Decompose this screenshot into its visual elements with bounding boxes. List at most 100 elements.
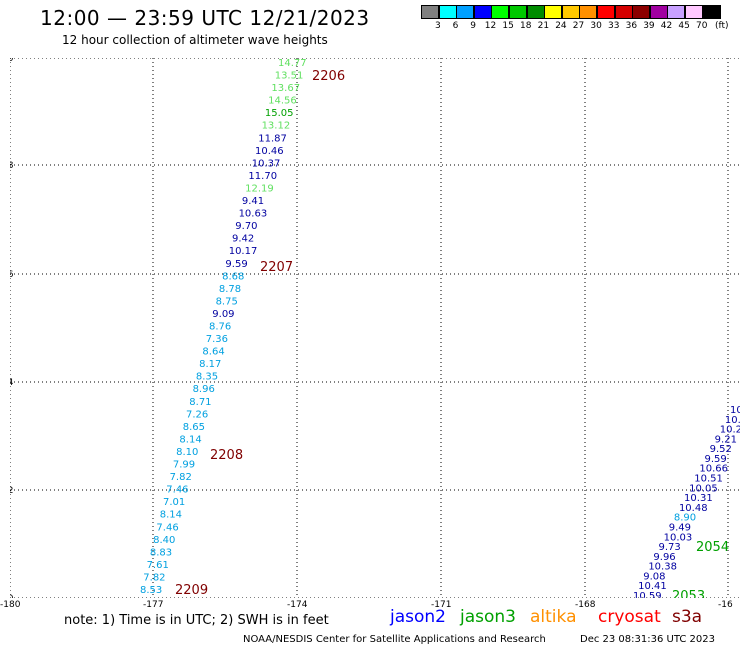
track1-wave-height: 7.82 [143, 572, 165, 583]
latitude-tick-label: 30 [10, 594, 14, 598]
longitude-tick-label: -177 [143, 600, 164, 610]
track1-wave-height: 7.46 [156, 522, 178, 533]
latitude-tick-label: 36 [10, 270, 14, 280]
satellite-label-jason2: jason2 [390, 607, 446, 627]
legend-swatch [597, 5, 615, 19]
track2-wave-height: 10.66 [699, 464, 728, 475]
track1-wave-height: 7.01 [163, 497, 185, 508]
track2-wave-height: 9.59 [704, 454, 726, 465]
track1-wave-height: 7.61 [147, 560, 169, 571]
pass-time-label: 2208 [210, 448, 243, 463]
track1-wave-height: 11.87 [258, 133, 287, 144]
track1-wave-height: 8.68 [222, 271, 244, 282]
track2-wave-height: 10.48 [679, 503, 708, 514]
legend-label: 70 [696, 21, 708, 31]
track2-wave-height: 9.96 [653, 552, 675, 563]
track1-wave-height: 8.75 [216, 296, 238, 307]
legend-label: 18 [520, 21, 532, 31]
track1-wave-height: 13.12 [262, 121, 291, 132]
legend-label: 3 [435, 21, 441, 31]
latitude-tick-label: 38 [10, 161, 14, 171]
track1-wave-height: 9.42 [232, 234, 254, 245]
track2-wave-height: 10.2 [720, 425, 740, 436]
satellite-label-cryosat: cryosat [598, 607, 661, 627]
track1-wave-height: 12.19 [245, 183, 274, 194]
latitude-tick-label: 40 [10, 58, 14, 64]
credit-line: NOAA/NESDIS Center for Satellite Applica… [243, 634, 546, 645]
track1-wave-height: 7.99 [173, 460, 195, 471]
legend-swatch [632, 5, 651, 19]
track1-wave-height: 9.59 [225, 259, 247, 270]
track1-wave-height: 8.35 [196, 372, 218, 383]
legend-label: 45 [678, 21, 690, 31]
legend-swatch [509, 5, 527, 19]
track2-wave-height: 9.52 [710, 444, 732, 455]
track1-wave-height: 8.10 [176, 447, 198, 458]
legend-label: 15 [502, 21, 514, 31]
longitude-tick-label: -171 [431, 600, 452, 610]
longitude-tick-label: -16 [718, 600, 733, 610]
track1-wave-height: 9.09 [212, 309, 234, 320]
satellite-label-s3a: s3a [672, 607, 703, 627]
legend-swatch [649, 5, 668, 19]
track2-wave-height: 10.05 [689, 483, 718, 494]
track1-wave-height: 7.82 [170, 472, 192, 483]
legend-label: 27 [572, 21, 585, 31]
legend-swatch [526, 5, 545, 19]
longitude-tick-label: -168 [575, 600, 596, 610]
track1-wave-height: 8.64 [202, 347, 224, 358]
track2-wave-height: 10.51 [694, 474, 723, 485]
track1-wave-height: 7.46 [166, 485, 188, 496]
track2-wave-height: 10.03 [664, 532, 693, 543]
track1-wave-height: 15.05 [265, 108, 294, 119]
legend-swatch [702, 5, 721, 19]
legend-swatch [473, 5, 492, 19]
track1-wave-height: 10.46 [255, 146, 284, 157]
track1-wave-height: 7.36 [206, 334, 228, 345]
legend-label: 33 [608, 21, 620, 31]
legend-label: 24 [555, 21, 567, 31]
track1-wave-height: 8.65 [183, 422, 205, 433]
latitude-tick-label: 34 [10, 378, 14, 388]
pass-time-label: 2054 [696, 540, 729, 555]
legend-swatch [685, 5, 703, 19]
track2-wave-height: 9.08 [643, 571, 665, 582]
track1-wave-height: 8.96 [193, 384, 215, 395]
track2-wave-height: 10.59 [633, 591, 662, 598]
track1-wave-height: 8.76 [209, 322, 231, 333]
pass-time-label: 2209 [175, 583, 208, 598]
legend-swatch [561, 5, 580, 19]
track1-wave-height: 14.77 [278, 58, 307, 69]
track1-wave-height: 10.17 [229, 246, 258, 257]
map-subtitle: 12 hour collection of altimeter wave hei… [62, 33, 328, 47]
legend-swatch [421, 5, 439, 19]
legend-swatch [579, 5, 598, 19]
pass-time-label: 2206 [312, 69, 345, 84]
legend-swatch [438, 5, 457, 19]
legend-label: 42 [660, 21, 673, 31]
legend-label: 12 [484, 21, 497, 31]
track2-wave-height: 8.90 [674, 513, 696, 524]
pass-time-label: 2207 [260, 260, 293, 275]
track1-wave-height: 8.71 [189, 397, 211, 408]
track2-wave-height: 10.38 [648, 562, 677, 573]
track1-wave-height: 10.63 [239, 209, 268, 220]
track1-wave-height: 9.41 [242, 196, 264, 207]
track2-wave-height: 10.31 [684, 493, 713, 504]
satellite-label-altika: altika [530, 607, 577, 627]
legend-swatch [544, 5, 563, 19]
legend-label: 30 [590, 21, 602, 31]
latitude-tick-label: 32 [10, 486, 13, 496]
track1-wave-height: 13.51 [275, 71, 304, 82]
legend-swatch [614, 5, 633, 19]
track1-wave-height: 10.37 [252, 158, 281, 169]
longitude-tick-label: -174 [287, 600, 308, 610]
map-title: 12:00 — 23:59 UTC 12/21/2023 [40, 6, 370, 30]
pass-time-label: 2053 [672, 589, 705, 598]
legend-label: 36 [625, 21, 638, 31]
legend-label: 6 [452, 21, 459, 31]
track2-wave-height: 9.49 [669, 522, 691, 533]
legend-swatch [456, 5, 475, 19]
